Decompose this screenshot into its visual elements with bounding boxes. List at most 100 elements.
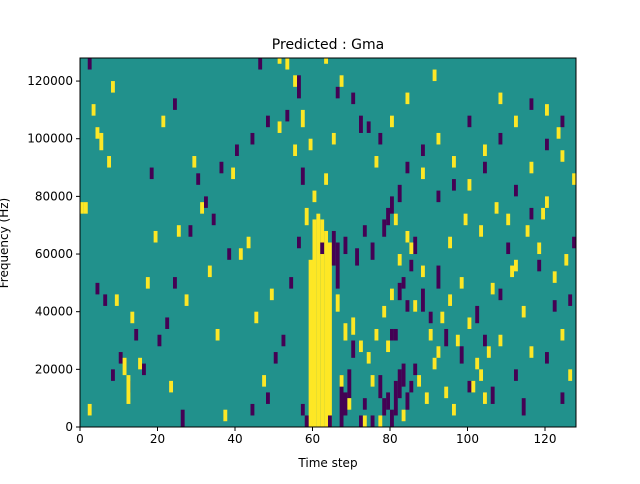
heatmap-cell-low (359, 115, 363, 133)
heatmap-cell-high (87, 403, 92, 416)
heatmap-cell-low (304, 415, 309, 427)
heatmap-cell-high (413, 300, 418, 312)
chart-title: Predicted : Gma (272, 37, 384, 53)
heatmap-cell-low (355, 248, 360, 266)
heatmap-cell-low (343, 236, 348, 255)
heatmap-cell-low (266, 115, 270, 128)
heatmap-cell-low (529, 207, 534, 220)
heatmap-cell-low (405, 392, 410, 410)
heatmap-cell-high (421, 265, 425, 278)
heatmap-cell-low (362, 225, 367, 237)
heatmap-cell-high (432, 357, 437, 370)
x-tick-label: 80 (382, 432, 397, 446)
heatmap-cell-high (529, 161, 534, 174)
heatmap-cell-low (390, 409, 394, 427)
heatmap-cell-low (258, 58, 263, 70)
heatmap-cell-high (114, 294, 119, 306)
heatmap-cell-high (95, 127, 100, 139)
heatmap-cell-low (405, 300, 410, 312)
heatmap-cell-low (568, 294, 573, 306)
y-tick-label: 100000 (27, 132, 73, 146)
heatmap-cell-high (304, 207, 309, 226)
heatmap-cell-high (564, 254, 569, 266)
heatmap-cell-high (277, 121, 282, 133)
heatmap-cell-high (324, 230, 329, 427)
heatmap-cell-low (378, 375, 383, 399)
heatmap-cell-high (444, 386, 449, 399)
heatmap-cell-high (568, 369, 573, 381)
heatmap-cell-high (483, 144, 487, 157)
heatmap-cell-high (390, 288, 394, 301)
heatmap-cell-high (521, 305, 526, 318)
heatmap-cell-high (231, 167, 236, 180)
heatmap-cell-high (529, 346, 534, 358)
heatmap-cell-high (359, 340, 363, 353)
heatmap-cell-low (413, 363, 418, 376)
heatmap-cell-high (308, 138, 313, 151)
heatmap-cell-low (142, 363, 146, 376)
heatmap-cell-high (486, 346, 491, 358)
x-axis-label: Time step (297, 456, 357, 470)
heatmap-cell-high (448, 294, 453, 306)
heatmap-cell-low (397, 369, 402, 399)
heatmap-cell-low (390, 196, 394, 214)
heatmap-cell-high (324, 58, 329, 64)
heatmap-cell-high (328, 242, 332, 427)
heatmap-cell-low (250, 132, 255, 145)
heatmap-cell-high (452, 403, 456, 416)
heatmap-cell-high (386, 340, 391, 353)
heatmap-cell-high (448, 236, 453, 249)
heatmap-cell-high (300, 109, 305, 128)
heatmap-cell-high (320, 219, 325, 427)
heatmap-cell-high (293, 75, 298, 87)
x-axis: 0 20 40 60 80 100 120 (76, 427, 556, 446)
heatmap-cell-high (99, 132, 104, 151)
heatmap-cell-high (545, 196, 549, 208)
heatmap-cell-low (351, 92, 356, 105)
heatmap-cell-low (211, 213, 216, 226)
heatmap-cell-low (483, 161, 487, 174)
heatmap-cell-high (572, 173, 577, 185)
heatmap-cell-low (362, 398, 367, 410)
heatmap-cell-low (382, 398, 387, 416)
heatmap-cell-high (405, 230, 410, 243)
heatmap-cell-high (498, 334, 503, 347)
heatmap-cell-high (122, 357, 127, 376)
x-tick-label: 60 (305, 432, 320, 446)
heatmap-cell-high (514, 259, 518, 272)
y-tick-label: 40000 (35, 305, 73, 319)
heatmap-cell-high (560, 328, 565, 341)
heatmap-cell-high (552, 271, 557, 283)
heatmap-cell-low (428, 311, 433, 324)
x-tick-label: 100 (456, 432, 479, 446)
heatmap-cell-low (335, 86, 340, 99)
heatmap-cell-high (479, 225, 484, 237)
heatmap-cell-low (390, 328, 394, 341)
x-tick-label: 0 (76, 432, 84, 446)
heatmap-cell-high (91, 104, 96, 116)
heatmap-cell-high (560, 150, 565, 162)
heatmap-cell-low (409, 259, 414, 272)
heatmap-cell-high (467, 179, 472, 191)
heatmap-cell-low (498, 288, 503, 301)
heatmap-cell-high (483, 392, 487, 404)
heatmap-cell-high (370, 375, 375, 387)
heatmap-cell-low (413, 236, 418, 255)
heatmap-cell-low (173, 98, 177, 110)
heatmap-cell-high (254, 311, 259, 324)
heatmap-cell-low (273, 352, 278, 364)
heatmap-cell-low (452, 179, 456, 191)
heatmap-cell-high (111, 81, 115, 93)
heatmap-cell-high (556, 127, 561, 139)
heatmap-cell-high (324, 173, 329, 185)
heatmap-cell-low (386, 392, 391, 410)
heatmap-cell-high (83, 202, 88, 214)
heatmap-cell-low (227, 248, 232, 260)
heatmap-cell-low (320, 242, 325, 255)
heatmap-cell-high (362, 415, 367, 427)
heatmap-cell-low (297, 236, 301, 249)
heatmap-cell-low (370, 415, 375, 427)
heatmap-cell-high (184, 294, 189, 306)
heatmap-cell-low (545, 138, 549, 151)
x-tick-label: 20 (150, 432, 165, 446)
